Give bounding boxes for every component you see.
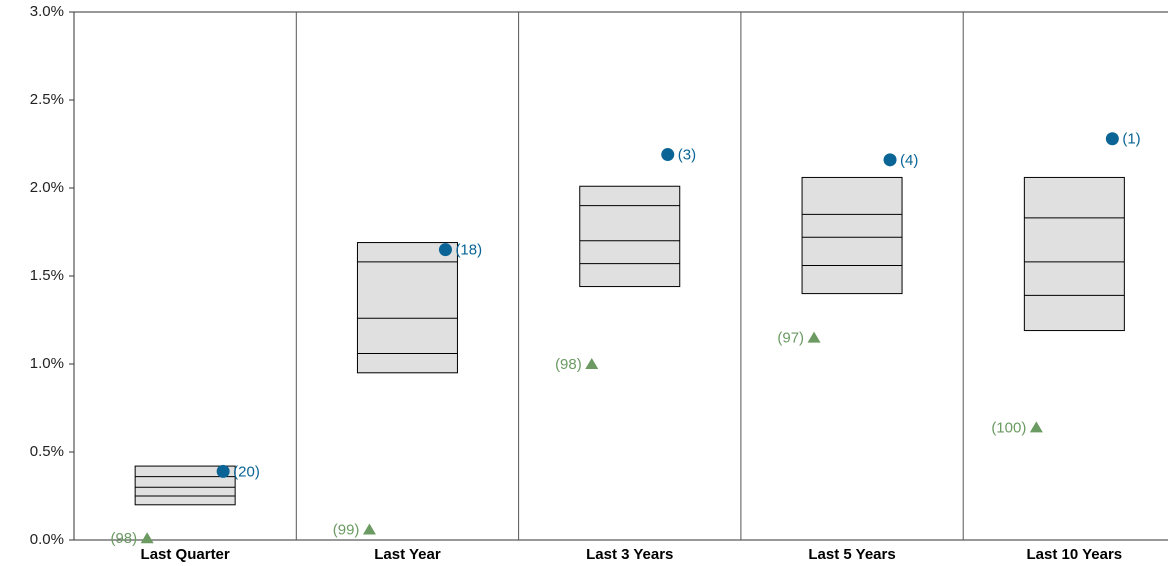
x-tick-label: Last Year [374, 546, 441, 563]
benchmark-marker [362, 523, 376, 535]
fund-marker [883, 153, 897, 167]
benchmark-label: (98) [110, 530, 137, 547]
benchmark-marker [807, 331, 821, 343]
y-tick-label: 1.0% [30, 355, 64, 372]
fund-marker [661, 148, 675, 162]
benchmark-label: (100) [991, 419, 1026, 436]
fund-marker [1105, 132, 1119, 146]
box [801, 176, 903, 295]
fund-label: (3) [678, 147, 696, 164]
benchmark-marker [1029, 421, 1043, 433]
fund-marker [438, 243, 452, 257]
box [1023, 176, 1125, 332]
y-tick-label: 1.5% [30, 267, 64, 284]
fund-label: (1) [1122, 131, 1140, 148]
x-tick-label: Last 3 Years [586, 546, 673, 563]
benchmark-marker [140, 532, 154, 544]
fund-label: (18) [455, 242, 482, 259]
benchmark-marker [585, 358, 599, 369]
benchmark-label: (97) [777, 330, 804, 347]
y-tick-label: 2.0% [30, 179, 64, 196]
y-tick-label: 0.0% [30, 531, 64, 548]
y-tick-label: 3.0% [30, 3, 64, 20]
x-tick-label: Last Quarter [141, 546, 230, 563]
fund-label: (20) [233, 463, 260, 480]
y-tick-label: 2.5% [30, 91, 64, 108]
x-tick-label: Last 5 Years [808, 546, 895, 563]
x-tick-label: Last 10 Years [1027, 546, 1123, 563]
fund-marker [216, 464, 230, 478]
benchmark-label: (98) [555, 356, 582, 373]
y-tick-label: 0.5% [30, 443, 64, 460]
fund-label: (4) [900, 152, 918, 169]
box [579, 185, 681, 288]
box [356, 242, 458, 374]
benchmark-label: (99) [333, 521, 360, 538]
